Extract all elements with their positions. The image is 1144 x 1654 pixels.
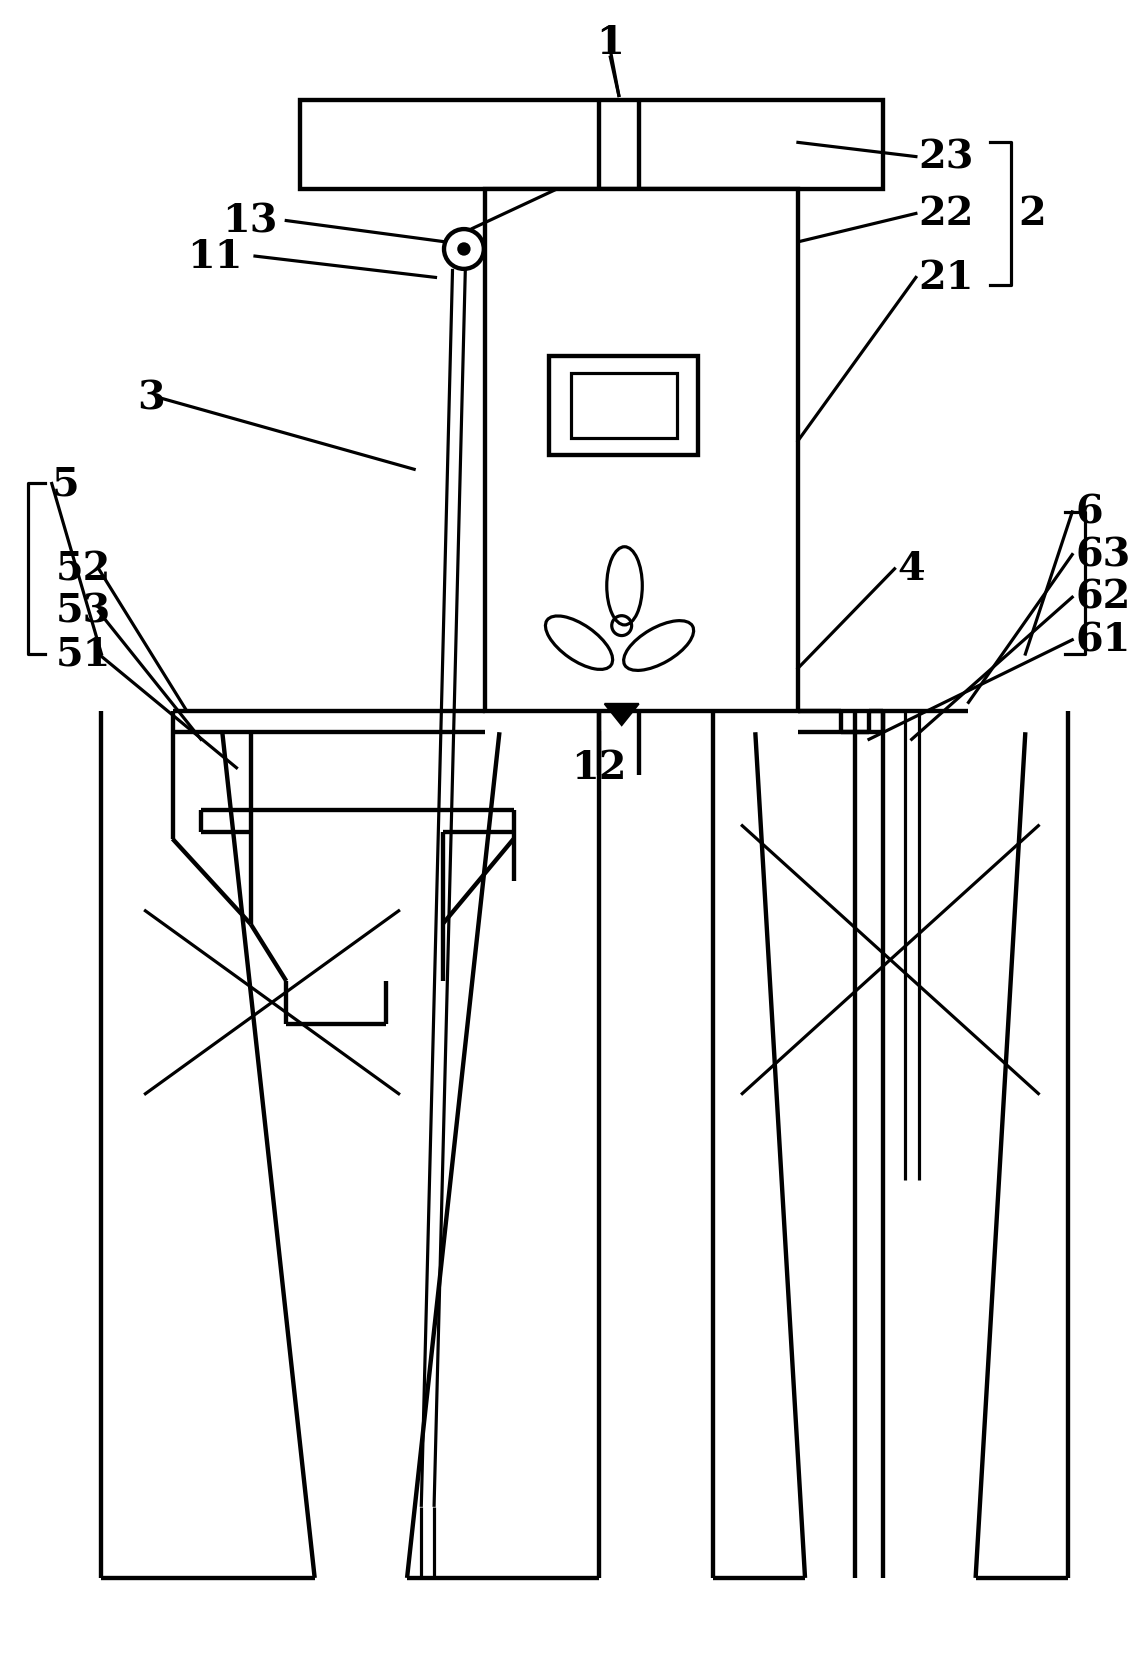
Text: 5: 5 — [51, 465, 79, 503]
Text: 1: 1 — [596, 25, 625, 63]
Bar — [301, 101, 883, 190]
Circle shape — [459, 243, 469, 255]
Text: 52: 52 — [56, 551, 111, 589]
Text: 51: 51 — [56, 635, 111, 673]
Text: 12: 12 — [571, 749, 627, 787]
Bar — [485, 190, 797, 711]
Bar — [549, 356, 699, 455]
Text: 61: 61 — [1075, 622, 1130, 660]
Text: 63: 63 — [1075, 536, 1130, 574]
Text: 4: 4 — [897, 551, 925, 589]
Polygon shape — [605, 705, 638, 726]
Text: 53: 53 — [56, 592, 111, 630]
Text: 1: 1 — [596, 25, 625, 63]
Text: 13: 13 — [222, 202, 278, 240]
Text: 23: 23 — [919, 137, 975, 175]
Text: 21: 21 — [919, 258, 975, 296]
Text: 11: 11 — [186, 238, 243, 276]
Text: 22: 22 — [919, 195, 975, 233]
Bar — [571, 374, 677, 438]
Text: 6: 6 — [1075, 493, 1103, 531]
Text: 3: 3 — [137, 380, 165, 417]
Text: 62: 62 — [1075, 579, 1130, 617]
Text: 2: 2 — [1018, 195, 1046, 233]
